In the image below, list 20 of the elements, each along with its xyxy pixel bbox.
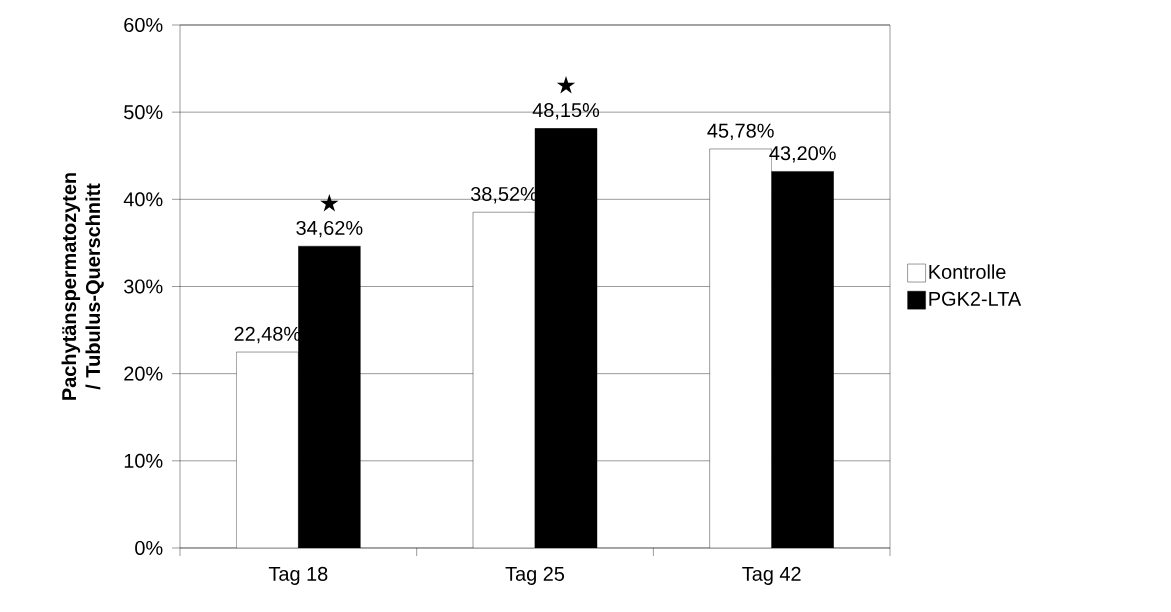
x-tick-label: Tag 18 xyxy=(268,566,328,585)
y-tick-label: 20% xyxy=(124,366,163,381)
x-tick-label: Tag 25 xyxy=(505,566,565,585)
data-label: 43,20% xyxy=(769,146,836,163)
annotation: ★ xyxy=(320,193,339,212)
data-label: 38,52% xyxy=(470,186,538,204)
data-label: 48,15% xyxy=(532,102,600,120)
legend-label: PGK2-LTA xyxy=(929,291,1022,306)
y-tick-label: 10% xyxy=(124,453,163,468)
x-tick-label: Tag 42 xyxy=(742,566,801,585)
annotation: ★ xyxy=(556,76,576,94)
y-tick-label: 30% xyxy=(124,279,163,294)
y-tick-label: 40% xyxy=(123,192,163,207)
y-tick-label: 0% xyxy=(135,540,163,556)
y-tick-label: 50% xyxy=(124,105,163,120)
legend-label: Kontrolle xyxy=(929,264,1006,279)
y-tick-label: 60% xyxy=(124,17,163,33)
y-axis-title: Pachytänspermatozyten / Tubulus-Querschnitt xyxy=(61,173,104,400)
data-label: 34,62% xyxy=(296,220,363,238)
data-label: 45,78% xyxy=(707,123,774,141)
